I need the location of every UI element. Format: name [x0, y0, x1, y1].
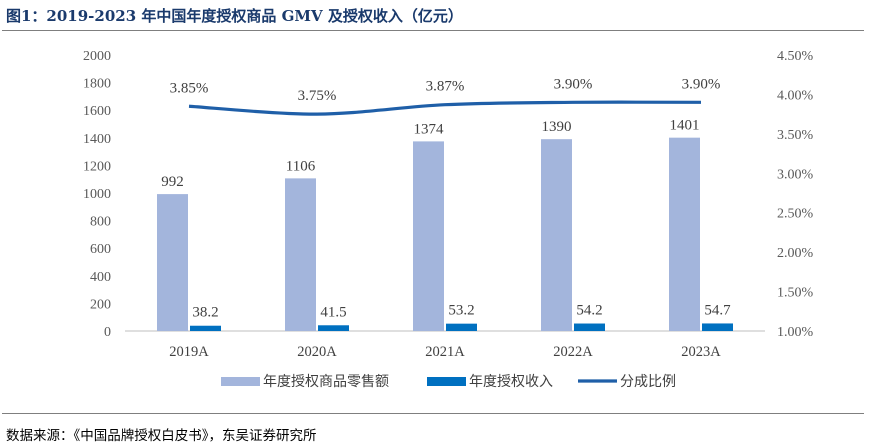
legend-label-revenue: 年度授权收入 — [469, 374, 553, 390]
left-tick-label: 1400 — [83, 132, 111, 147]
right-tick-label: 4.00% — [777, 88, 814, 103]
source-note: 数据来源：《中国品牌授权白皮书》，东吴证券研究所 — [6, 428, 317, 444]
revenue-bar — [702, 323, 733, 331]
retail-bar-value: 1401 — [670, 118, 700, 134]
legend: 年度授权商品零售额 年度授权收入 分成比例 — [221, 374, 676, 390]
ratio-label: 3.90% — [682, 76, 721, 92]
ratio-label: 3.75% — [298, 88, 337, 104]
retail-bar — [413, 141, 444, 331]
retail-bar-value: 1390 — [542, 119, 572, 135]
right-axis-ticks: 1.00% 1.50% 2.00% 2.50% 3.00% 3.50% 4.00% 4.50% — [777, 49, 814, 340]
x-tick-label: 2019A — [169, 344, 209, 360]
revenue-bar-value: 41.5 — [320, 304, 346, 320]
revenue-bar-value: 53.2 — [448, 303, 474, 319]
retail-bar — [669, 137, 700, 331]
ratio-label: 3.87% — [426, 79, 465, 95]
retail-bar-value: 1374 — [414, 121, 445, 137]
left-axis-ticks: 0 200 400 600 800 1000 1200 1400 1600 1800 2000 — [83, 49, 111, 340]
left-tick-label: 1600 — [83, 104, 111, 119]
revenue-bar-value: 54.2 — [576, 303, 602, 319]
ratio-label: 3.90% — [554, 76, 593, 92]
revenue-bar-value: 54.7 — [704, 302, 731, 318]
left-tick-label: 400 — [90, 270, 111, 285]
chart-title: 图1：2019-2023 年中国年度授权商品 GMV 及授权收入（亿元） — [6, 7, 463, 25]
left-tick-label: 200 — [90, 297, 111, 312]
retail-bar — [157, 194, 188, 331]
x-tick-label: 2021A — [425, 344, 465, 360]
left-tick-label: 0 — [104, 325, 111, 340]
bars: 992 38.2 1106 41.5 1374 53.2 1390 54.2 1401 54.7 — [157, 118, 733, 331]
left-tick-label: 1200 — [83, 159, 111, 174]
retail-bar — [285, 178, 316, 331]
right-tick-label: 1.00% — [777, 325, 814, 340]
right-tick-label: 2.50% — [777, 207, 814, 222]
legend-label-retail: 年度授权商品零售额 — [263, 374, 389, 390]
right-tick-label: 3.50% — [777, 128, 814, 143]
left-tick-label: 1800 — [83, 77, 111, 92]
retail-bar-value: 992 — [161, 174, 184, 190]
ratio-line-layer: 3.85% 3.75% 3.87% 3.90% 3.90% — [170, 76, 721, 116]
x-tick-label: 2023A — [681, 344, 721, 360]
right-tick-label: 3.00% — [777, 167, 814, 182]
right-tick-label: 4.50% — [777, 49, 814, 64]
ratio-label: 3.85% — [170, 80, 209, 96]
x-axis-ticks: 2019A 2020A 2021A 2022A 2023A — [169, 344, 721, 360]
ratio-line — [188, 100, 702, 116]
chart-canvas: 0 200 400 600 800 1000 1200 1400 1600 1800 2000 1.… — [83, 49, 814, 390]
revenue-bar — [190, 325, 221, 331]
revenue-bar — [446, 323, 477, 331]
x-tick-label: 2022A — [553, 344, 593, 360]
top-divider — [2, 30, 864, 31]
left-tick-label: 800 — [90, 215, 111, 230]
retail-bar — [541, 139, 572, 331]
right-tick-label: 2.00% — [777, 246, 814, 261]
legend-swatch-revenue — [427, 377, 466, 386]
bottom-divider — [2, 413, 864, 414]
revenue-bar-value: 38.2 — [192, 305, 218, 321]
revenue-bar — [318, 325, 349, 331]
retail-bar-value: 1106 — [286, 158, 316, 174]
revenue-bar — [574, 323, 605, 331]
legend-label-ratio: 分成比例 — [620, 374, 676, 390]
left-tick-label: 600 — [90, 242, 111, 257]
left-tick-label: 1000 — [83, 187, 111, 202]
left-tick-label: 2000 — [83, 49, 111, 64]
right-tick-label: 1.50% — [777, 286, 814, 301]
x-tick-label: 2020A — [297, 344, 337, 360]
legend-swatch-retail — [221, 377, 260, 386]
